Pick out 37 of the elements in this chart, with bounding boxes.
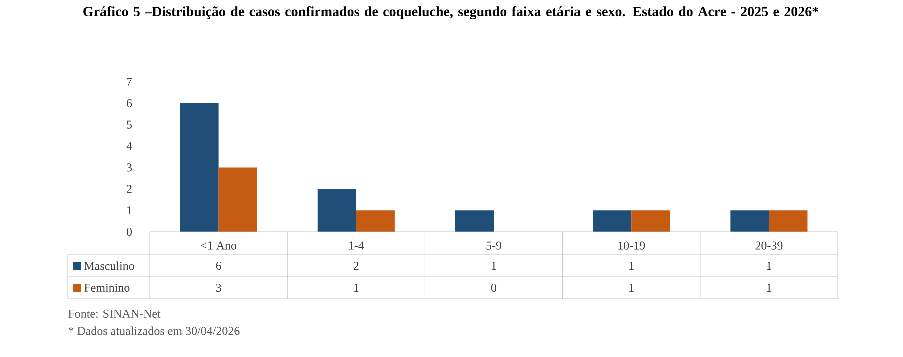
chart-title: Gráfico 5 –Distribuição de casos confirmados de coqueluche, segundo faixa etária e sexo. Estado do Acre - 2025 e 2026* [84, 6, 819, 20]
bar [730, 210, 770, 232]
legend-label: Feminino [84, 284, 130, 292]
y-tick-label: 2 [127, 185, 132, 194]
data-label: 1 [630, 284, 634, 292]
data-label: 1 [767, 284, 772, 292]
y-tick-label: 7 [127, 78, 132, 86]
data-label: 1 [767, 262, 772, 270]
data-label: 0 [491, 284, 497, 292]
bar [455, 210, 494, 232]
y-tick-label: 4 [126, 142, 132, 150]
data-label: 2 [354, 262, 359, 270]
x-tick-label: 1-4 [349, 242, 364, 250]
data-label: 6 [216, 262, 222, 270]
bar [180, 103, 219, 232]
x-tick-label: 20-39 [756, 242, 783, 250]
bar [769, 210, 808, 232]
bar [318, 189, 356, 232]
text: * Dados atualizados em 30/04/2026 [68, 326, 240, 336]
data-label: 1 [630, 262, 634, 270]
source-note: Fonte: SINAN-Net [68, 310, 161, 318]
y-tick-label: 1 [128, 206, 132, 215]
bar [356, 210, 395, 232]
data-label: 3 [216, 284, 222, 292]
y-tick-label: 6 [127, 99, 132, 108]
x-tick-label: 5-9 [486, 242, 502, 250]
data-label: 1 [354, 284, 359, 292]
y-tick-label: 0 [126, 228, 132, 236]
y-tick-label: 3 [127, 164, 132, 172]
legend-label: Masculino [84, 262, 134, 270]
bar [632, 210, 670, 232]
y-tick-label: 5 [127, 120, 132, 129]
x-tick-label: 10-19 [618, 242, 646, 250]
x-tick-label: <1 Ano [201, 242, 237, 250]
bar [218, 168, 258, 232]
bar [593, 210, 632, 232]
data-label: 1 [492, 262, 496, 270]
